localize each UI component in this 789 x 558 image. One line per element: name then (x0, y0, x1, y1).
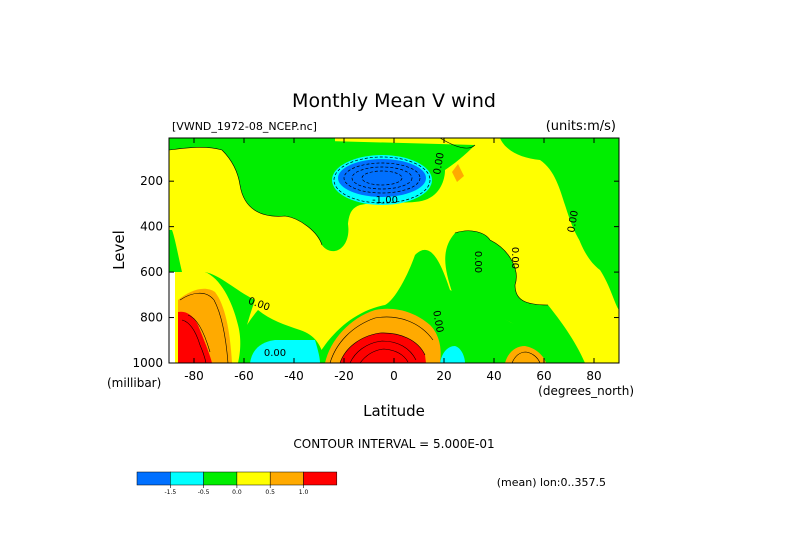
y-axis-units: (millibar) (107, 376, 161, 390)
legend-label: 1.0 (299, 489, 309, 496)
x-tick-label: 20 (436, 369, 451, 383)
jet-core-blue (338, 159, 426, 197)
x-axis-units: (degrees_north) (538, 384, 634, 398)
eq-contour-2 (349, 340, 417, 363)
zero-contour-north (439, 138, 476, 149)
eq-contour-4 (329, 316, 434, 363)
contour-label: 0.00 (509, 247, 520, 269)
y-tick-label: 200 (140, 174, 163, 188)
y-tick-label: 600 (140, 265, 163, 279)
color-legend: -1.5 -0.5 0.0 0.5 1.0 (136, 471, 338, 496)
sp-contour-2 (187, 314, 211, 353)
field-green-northeast (440, 138, 619, 282)
contour-label: 0.00 (264, 348, 286, 359)
contour-label: 0.00 (472, 251, 483, 273)
field-green-east-band (445, 230, 585, 363)
legend-label: -0.5 (198, 489, 210, 496)
y-axis-title: Level (110, 230, 128, 270)
units-label: (units:m/s) (546, 119, 616, 134)
eq-contour-3 (359, 348, 409, 363)
field-green-west (169, 138, 349, 252)
contour-label: 0.00 (430, 310, 445, 334)
contour-label: 0.00 (432, 152, 447, 176)
legend-swatch (170, 471, 204, 486)
jet-contour-2 (351, 166, 413, 190)
legend-swatch (203, 471, 238, 486)
zero-contour-west (169, 146, 323, 246)
x-tick-label: 80 (586, 369, 601, 383)
x-tick-label: 60 (536, 369, 551, 383)
legend-label: 0.0 (232, 489, 242, 496)
contour-interval-label: CONTOUR INTERVAL = 5.000E-01 (293, 437, 494, 451)
x-tick-label: 40 (486, 369, 501, 383)
x-axis: -80 -60 -40 -20 0 20 40 60 80 (184, 138, 602, 383)
jet-contour-1 (343, 162, 421, 194)
dataset-label: [VWND_1972-08_NCEP.nc] (172, 120, 317, 133)
x-tick-label: -20 (334, 369, 354, 383)
y-tick-label: 800 (140, 311, 163, 325)
legend-label: 0.5 (265, 489, 275, 496)
legend-swatch (136, 471, 171, 486)
field-cyan-equator-surface (440, 346, 465, 363)
legend-swatch (236, 471, 271, 486)
jet-contour-outer (333, 156, 431, 204)
y-tick-label: 400 (140, 220, 163, 234)
jet-contour-3 (361, 170, 403, 186)
field-cyan-south-surface (250, 340, 320, 363)
chart-title: Monthly Mean V wind (292, 90, 496, 112)
x-axis-title: Latitude (363, 402, 425, 420)
sp-contour-3 (179, 292, 229, 363)
field-red-equatorial (340, 332, 426, 363)
legend-swatch (303, 471, 338, 486)
x-tick-label: -80 (184, 369, 204, 383)
y-axis: 200 400 600 800 1000 (132, 174, 619, 370)
legend-swatch (269, 471, 304, 486)
x-tick-label: 0 (390, 369, 398, 383)
contour-label: -1.00 (372, 195, 398, 206)
x-tick-label: -40 (284, 369, 304, 383)
contour-field (169, 138, 619, 363)
legend-label: -1.5 (164, 489, 176, 496)
average-note: (mean) lon:0..357.5 (497, 476, 606, 489)
field-red-south-polar (178, 311, 212, 363)
contour-label: 0.00 (566, 210, 581, 234)
field-orange-spot (452, 164, 464, 182)
zero-contour-east (454, 230, 549, 306)
midlat-contour (511, 351, 541, 363)
field-green-polar-north (585, 140, 619, 240)
x-tick-label: -60 (234, 369, 254, 383)
field-orange-midlat (505, 346, 546, 363)
eq-contour-1 (339, 332, 426, 363)
sp-contour-1 (181, 319, 207, 363)
y-tick-label: 1000 (132, 356, 163, 370)
